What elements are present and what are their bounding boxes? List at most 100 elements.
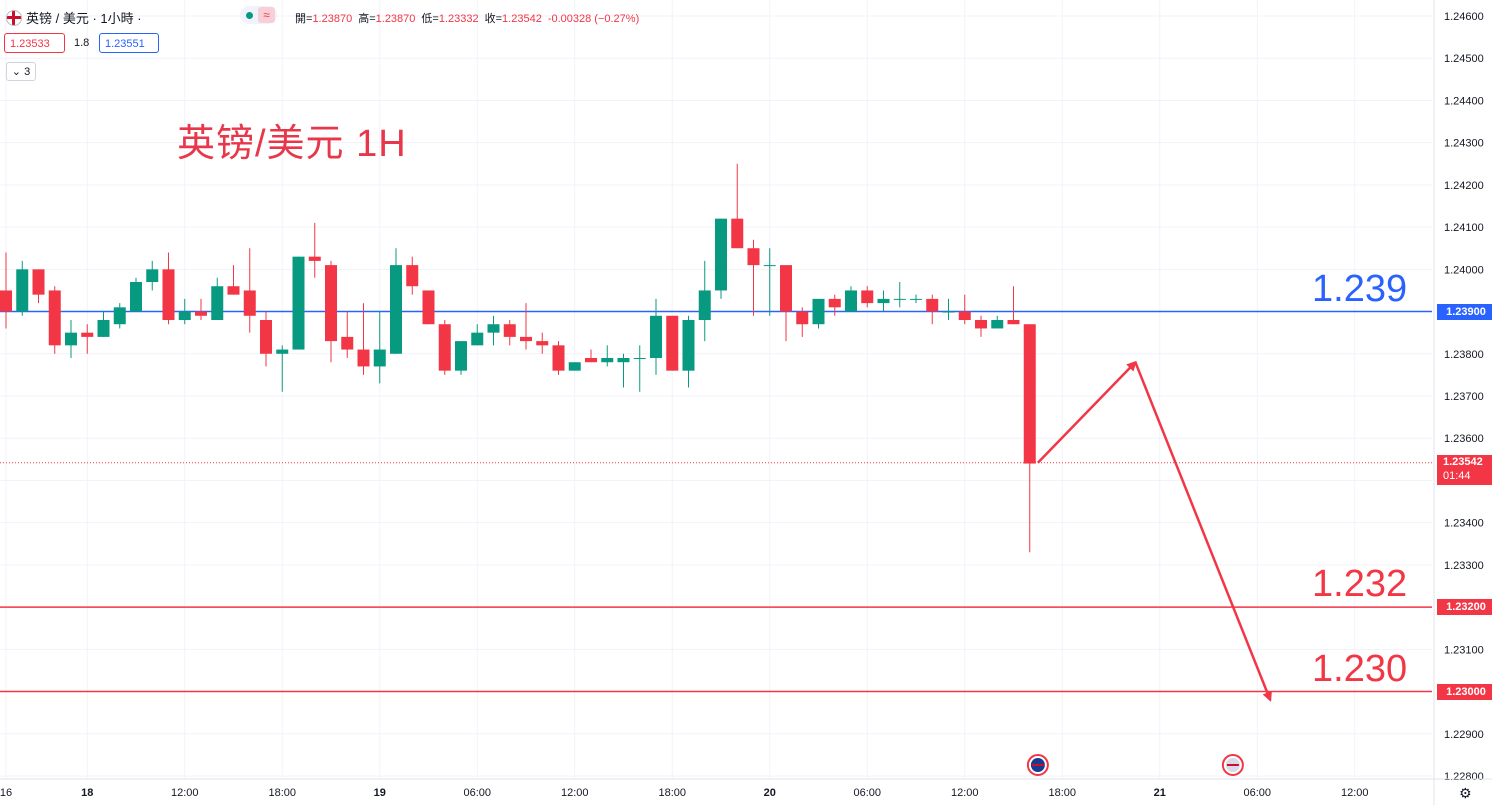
candle-body: [585, 358, 597, 363]
grid: [0, 0, 1432, 778]
candle-body: [975, 320, 987, 329]
candlesticks: [0, 163, 1036, 553]
price-axis-tick-label: 1.23700: [1444, 391, 1484, 403]
candle-body: [178, 311, 191, 320]
candle-body: [32, 269, 45, 295]
candle-body: [991, 320, 1004, 329]
candle-body: [471, 332, 484, 346]
time-axis-tick-label: 06:00: [463, 787, 491, 799]
level-annotation-text: 1.232: [1312, 563, 1408, 606]
candle-body: [845, 290, 857, 312]
candle-body: [113, 307, 126, 325]
candle-body: [65, 332, 77, 346]
candle-body: [682, 320, 695, 371]
candle-body: [715, 218, 727, 291]
projection-arrows: [1036, 360, 1272, 702]
spread-value: 1.8: [74, 37, 90, 49]
time-axis-tick-label: 20: [764, 787, 776, 799]
candle-body: [81, 332, 94, 337]
time-axis-tick-label: 19: [374, 787, 386, 799]
candle-body: [390, 265, 402, 354]
price-axis-tick-label: 1.24000: [1444, 264, 1484, 276]
market-status-pill[interactable]: ≈: [240, 6, 277, 24]
candle-body: [666, 315, 679, 371]
candle-body: [1023, 324, 1036, 464]
current-price-tag: 1.23542 01:44: [1437, 454, 1492, 485]
time-axis-tick-label: 06:00: [1243, 787, 1271, 799]
symbol-title: 英镑 / 美元 · 1小時 ·: [26, 11, 142, 26]
candle-body: [48, 290, 61, 346]
price-axis-tick-label: 1.24500: [1444, 53, 1484, 65]
candle-body: [211, 286, 224, 320]
price-axis-tick-label: 1.22800: [1444, 771, 1484, 783]
candle-body: [438, 324, 451, 371]
candle-body: [926, 298, 939, 312]
time-axis-tick-label: 16: [0, 787, 12, 799]
sell-price-button[interactable]: 1.23533: [4, 33, 65, 53]
candle-body: [893, 298, 906, 300]
candle-body: [146, 269, 159, 282]
candle-body: [292, 256, 305, 350]
level-price-tag: 1.23000: [1437, 683, 1492, 700]
candle-body: [601, 358, 614, 363]
time-axis-tick-label: 18:00: [1048, 787, 1076, 799]
candle-body: [406, 265, 419, 287]
projection-arrow: [1036, 360, 1137, 464]
candle-body: [568, 362, 581, 371]
indicators-collapse-toggle[interactable]: ⌄ 3: [6, 62, 36, 81]
candle-body: [373, 349, 386, 367]
price-axis-tick-label: 1.23100: [1444, 644, 1484, 656]
ohlc-item: 開=1.23870: [295, 13, 353, 25]
level-annotation-text: 1.230: [1312, 647, 1408, 690]
symbol-legend[interactable]: 英镑 / 美元 · 1小時 ·: [6, 8, 142, 27]
candle-body: [162, 269, 175, 320]
level-annotation-text: 1.239: [1312, 267, 1408, 310]
ohlc-values: 開=1.23870 高=1.23870 低=1.23332 收=1.23542 -0.0…: [295, 10, 645, 26]
chevron-down-icon: ⌄: [11, 66, 22, 78]
time-axis-tick-label: 06:00: [853, 787, 881, 799]
time-axis-tick-label: 21: [1154, 787, 1166, 799]
buy-price-button[interactable]: 1.23551: [99, 33, 159, 53]
current-price-value: 1.23542: [1443, 455, 1483, 468]
ohlc-item: -0.00328 (−0.27%): [547, 13, 640, 25]
time-axis-tick-label: 12:00: [561, 787, 589, 799]
candle-body: [650, 315, 662, 358]
candle-body: [130, 282, 142, 312]
candle-body: [698, 290, 711, 320]
candle-body: [243, 290, 256, 316]
time-axis-tick-label: 18: [81, 787, 93, 799]
candle-body: [910, 298, 922, 300]
candle-body: [796, 311, 809, 325]
candle-body: [503, 324, 516, 337]
candle-body: [455, 341, 467, 371]
candle-body: [780, 265, 792, 312]
candle-body: [731, 218, 744, 249]
candle-body: [357, 349, 370, 367]
time-axis-tick-label: 12:00: [171, 787, 199, 799]
candle-body: [260, 320, 272, 354]
time-axis-tick-label: 18:00: [268, 787, 296, 799]
settings-gear-icon[interactable]: ⚙: [1459, 785, 1472, 801]
candle-body: [308, 256, 321, 261]
horizontal-levels: [0, 310, 1432, 693]
candle-body: [16, 269, 29, 312]
candle-body: [552, 345, 565, 371]
candle-body: [227, 286, 240, 295]
price-axis-tick-label: 1.24300: [1444, 138, 1484, 150]
candle-body: [763, 265, 776, 267]
time-axis-tick-label: 12:00: [1341, 787, 1369, 799]
delayed-data-icon: ≈: [258, 7, 275, 23]
price-axis-tick-label: 1.24200: [1444, 180, 1484, 192]
candle-body: [487, 324, 500, 333]
price-axis-tick-label: 1.23800: [1444, 349, 1484, 361]
chart-title: 英镑/美元 1H: [177, 123, 407, 165]
price-axis-tick-label: 1.23400: [1444, 518, 1484, 530]
indicator-count: 3: [24, 66, 31, 78]
candle-body: [617, 358, 630, 363]
level-price-tag: 1.23200: [1437, 599, 1492, 616]
candle-body: [1007, 320, 1020, 325]
candle-body: [422, 290, 435, 325]
ohlc-item: 高=1.23870: [358, 13, 416, 25]
candle-body: [877, 298, 890, 304]
